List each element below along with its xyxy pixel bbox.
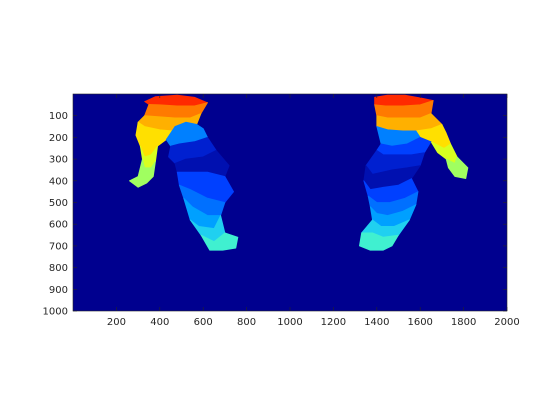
x-tick-label: 600 — [194, 317, 213, 328]
heatmap-region-right-green — [445, 156, 469, 180]
x-axis: 200 400 600 800 1000 1200 1400 1600 1800 2000 — [107, 94, 520, 328]
y-tick-label: 500 — [49, 198, 68, 209]
heatmap-regions — [128, 94, 469, 251]
y-axis: 100 200 300 400 500 600 700 800 900 1000 — [43, 111, 507, 318]
y-tick-label: 100 — [49, 111, 68, 122]
x-tick-label: 1000 — [277, 317, 302, 328]
x-tick-label: 1600 — [407, 317, 432, 328]
y-tick-label: 600 — [49, 220, 68, 231]
y-tick-label: 200 — [49, 133, 68, 144]
y-tick-label: 300 — [49, 155, 68, 166]
heatmap-region-left-green — [128, 158, 156, 188]
x-tick-label: 400 — [150, 317, 169, 328]
y-tick-label: 1000 — [43, 307, 68, 318]
x-tick-label: 800 — [237, 317, 256, 328]
y-tick-label: 900 — [49, 285, 68, 296]
y-tick-label: 800 — [49, 263, 68, 274]
x-tick-label: 1200 — [321, 317, 346, 328]
x-tick-label: 200 — [107, 317, 126, 328]
x-tick-label: 2000 — [494, 317, 519, 328]
heatmap-region-left-cyan-2 — [200, 232, 239, 251]
y-tick-label: 400 — [49, 176, 68, 187]
y-tick-label: 700 — [49, 241, 68, 252]
x-tick-label: 1800 — [451, 317, 476, 328]
x-tick-label: 1400 — [364, 317, 389, 328]
heatmap-region-right-cyan-2 — [358, 232, 399, 251]
plot-area — [72, 93, 508, 312]
